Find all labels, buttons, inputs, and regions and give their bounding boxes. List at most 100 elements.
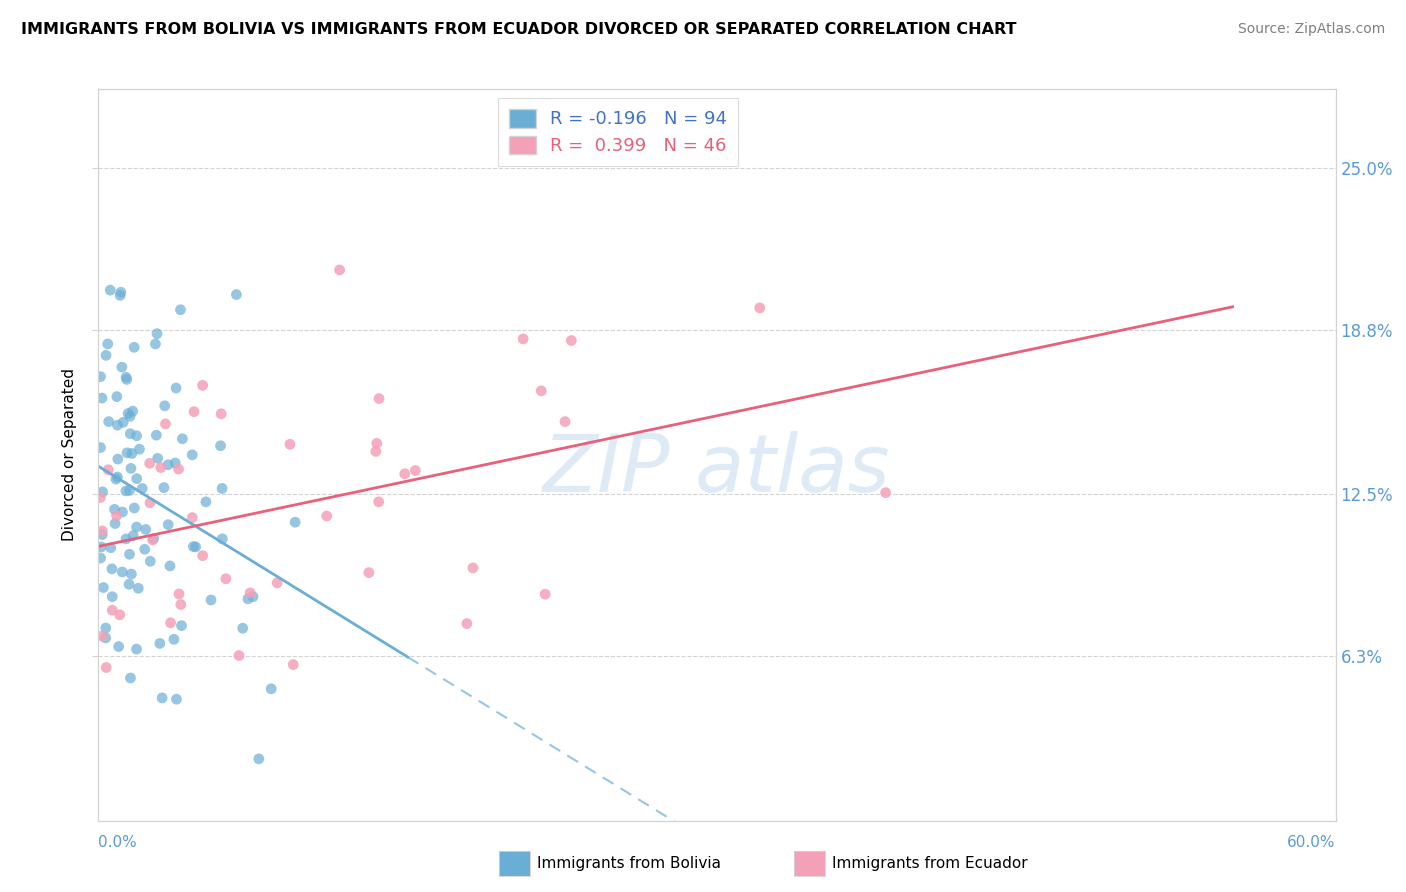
Point <box>169 302 191 317</box>
Point <box>115 370 138 384</box>
Point <box>110 285 132 300</box>
Point <box>91 629 114 643</box>
Point <box>209 439 232 453</box>
Point <box>108 607 131 622</box>
Point <box>91 391 114 405</box>
Point <box>211 532 233 546</box>
Point <box>91 524 114 538</box>
Point <box>283 657 305 672</box>
Point <box>127 581 149 595</box>
Point <box>115 372 138 386</box>
Legend: R = -0.196   N = 94, R =  0.399   N = 46: R = -0.196 N = 94, R = 0.399 N = 46 <box>498 98 738 166</box>
Point <box>181 448 204 462</box>
Text: Source: ZipAtlas.com: Source: ZipAtlas.com <box>1237 22 1385 37</box>
Point <box>534 587 557 601</box>
Point <box>125 472 148 486</box>
Point <box>94 348 117 362</box>
Point <box>165 456 187 470</box>
Point <box>91 527 114 541</box>
Point <box>157 517 180 532</box>
Point <box>120 426 142 441</box>
Point <box>170 618 193 632</box>
Point <box>108 288 131 302</box>
Point <box>120 671 142 685</box>
Text: 0.0%: 0.0% <box>98 836 138 850</box>
Point <box>120 567 142 582</box>
Point <box>368 392 391 406</box>
Point <box>111 565 134 579</box>
Point <box>90 540 112 554</box>
Point <box>364 444 387 458</box>
Point <box>89 369 111 384</box>
Point <box>170 598 193 612</box>
Point <box>228 648 250 663</box>
Point <box>93 581 115 595</box>
Point <box>142 533 165 547</box>
Point <box>97 337 120 351</box>
Point <box>200 593 222 607</box>
Point <box>96 660 118 674</box>
Point <box>366 436 388 450</box>
Text: ZIP atlas: ZIP atlas <box>543 431 891 508</box>
Point <box>94 621 117 635</box>
Point <box>122 340 145 354</box>
Point <box>150 690 173 705</box>
Point <box>260 681 283 696</box>
Point <box>134 542 156 557</box>
Point <box>115 483 138 498</box>
Point <box>357 566 380 580</box>
Point <box>125 642 148 657</box>
Point <box>225 287 247 301</box>
Point <box>138 456 160 470</box>
Point <box>105 508 128 523</box>
Point <box>209 407 232 421</box>
Point <box>89 491 111 505</box>
Point <box>748 301 770 315</box>
Point <box>183 405 205 419</box>
Point <box>165 381 187 395</box>
Point <box>247 752 270 766</box>
Point <box>172 432 194 446</box>
Point <box>315 508 337 523</box>
Point <box>194 495 217 509</box>
Point <box>121 404 143 418</box>
Text: Immigrants from Bolivia: Immigrants from Bolivia <box>537 856 721 871</box>
Point <box>239 586 262 600</box>
Point <box>107 640 129 654</box>
Point <box>104 516 127 531</box>
Point <box>211 482 233 496</box>
Point <box>215 572 238 586</box>
Point <box>183 540 205 554</box>
Point <box>118 483 141 498</box>
Point <box>278 437 301 451</box>
Point <box>530 384 553 398</box>
Point <box>284 515 307 529</box>
Point <box>329 263 352 277</box>
Point <box>120 461 142 475</box>
Point <box>94 631 117 645</box>
Point <box>153 481 176 495</box>
Point <box>167 462 190 476</box>
Point <box>91 484 114 499</box>
Point <box>461 561 484 575</box>
Point <box>181 510 204 524</box>
Text: Immigrants from Ecuador: Immigrants from Ecuador <box>832 856 1028 871</box>
Point <box>117 406 139 420</box>
Point <box>560 334 582 348</box>
Point <box>101 590 124 604</box>
Point <box>191 378 214 392</box>
Point <box>121 446 143 460</box>
Point <box>120 409 142 424</box>
Point <box>118 547 141 561</box>
Point <box>394 467 416 481</box>
Y-axis label: Divorced or Separated: Divorced or Separated <box>62 368 77 541</box>
Point <box>236 591 259 606</box>
Point <box>125 520 148 534</box>
Point <box>107 470 129 484</box>
Point <box>131 482 153 496</box>
Point <box>115 446 138 460</box>
Point <box>155 417 177 431</box>
Point <box>145 337 167 351</box>
Point <box>107 418 129 433</box>
Point <box>97 415 120 429</box>
